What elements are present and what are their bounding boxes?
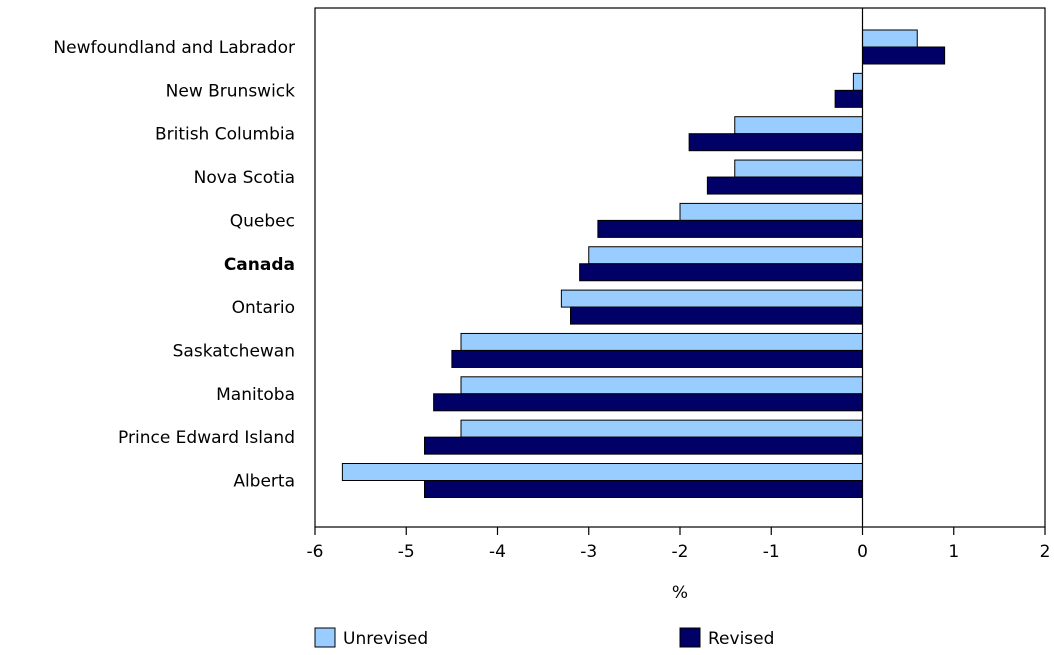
bar-revised-saskatchewan: [451, 349, 863, 368]
bar-revised-ontario: [570, 306, 863, 325]
bar-revised-nova-scotia: [706, 176, 863, 195]
bar-unrevised-new-brunswick: [852, 72, 863, 91]
bar-revised-new-brunswick: [834, 89, 863, 108]
category-label: Saskatchewan: [173, 341, 295, 361]
bar-unrevised-nova-scotia: [734, 159, 863, 178]
bar-unrevised-ontario: [560, 289, 863, 308]
bar-revised-canada: [579, 263, 863, 282]
bar-unrevised-british-columbia: [734, 116, 863, 135]
bar-revised-quebec: [597, 219, 863, 238]
legend-label-unrevised: Unrevised: [343, 629, 428, 649]
category-label: Newfoundland and Labrador: [53, 38, 295, 58]
category-label: New Brunswick: [166, 81, 296, 101]
bar-revised-prince-edward-island: [424, 436, 863, 455]
x-tick-label: 1: [948, 542, 959, 562]
category-label: Manitoba: [216, 385, 295, 405]
bar-unrevised-prince-edward-island: [460, 419, 863, 438]
legend-swatch-unrevised: [314, 627, 336, 648]
category-label: Prince Edward Island: [118, 428, 295, 448]
legend: Unrevised Revised: [314, 627, 774, 649]
x-tick-label: 2: [1040, 542, 1051, 562]
category-label: Alberta: [233, 472, 295, 492]
bar-revised-newfoundland-and-labrador: [862, 46, 946, 65]
x-tick-label: -6: [307, 542, 324, 562]
x-tick-label: -1: [763, 542, 780, 562]
x-tick-label: -2: [672, 542, 689, 562]
legend-label-revised: Revised: [708, 629, 774, 649]
x-tick-label: -5: [398, 542, 415, 562]
x-tick-label: -3: [580, 542, 597, 562]
bar-unrevised-canada: [588, 246, 863, 265]
category-label: Nova Scotia: [194, 168, 295, 188]
bar-unrevised-alberta: [341, 463, 863, 481]
bar-unrevised-newfoundland-and-labrador: [862, 29, 918, 48]
x-tick-label: -4: [489, 542, 506, 562]
legend-swatch-revised: [679, 627, 701, 648]
bar-revised-british-columbia: [688, 133, 863, 152]
category-label: Ontario: [232, 298, 295, 318]
bar-unrevised-saskatchewan: [460, 332, 863, 351]
category-label: British Columbia: [155, 125, 295, 145]
bar-unrevised-manitoba: [460, 376, 863, 395]
plot-area: Newfoundland and Labrador New Brunswick Br…: [53, 7, 1051, 562]
bar-unrevised-quebec: [679, 202, 863, 221]
bar-revised-manitoba: [433, 393, 863, 412]
category-label: Quebec: [230, 211, 295, 231]
category-label: Canada: [224, 255, 295, 275]
bar-revised-alberta: [424, 480, 863, 498]
x-axis-title: %: [672, 583, 688, 603]
x-tick-label: 0: [857, 542, 868, 562]
